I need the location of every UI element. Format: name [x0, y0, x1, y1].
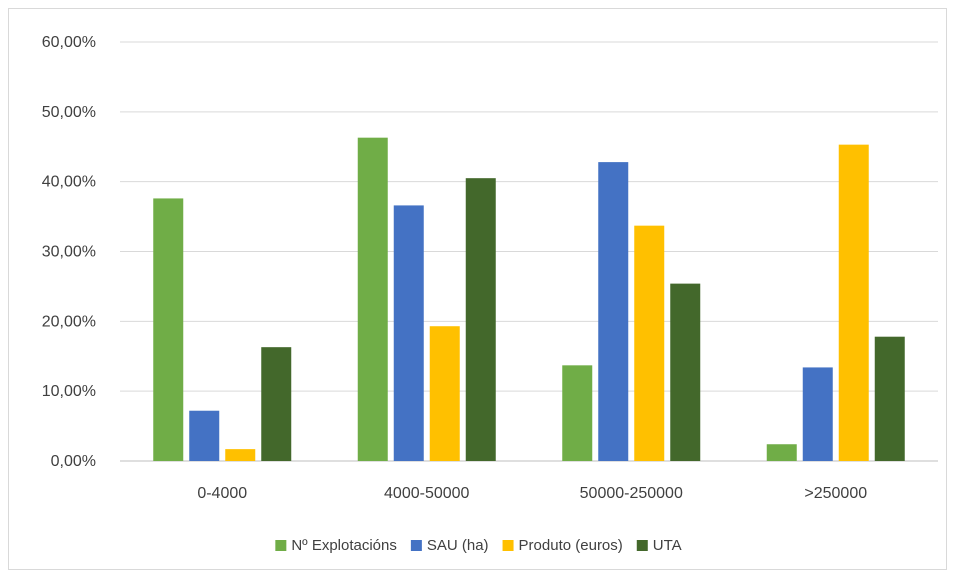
x-axis: 0-4000 4000-50000 50000-250000 >250000	[197, 485, 867, 502]
bar	[189, 410, 220, 461]
legend-label: Produto (euros)	[519, 537, 623, 554]
x-tick-label: 4000-50000	[384, 485, 470, 502]
bar	[802, 367, 833, 461]
legend-swatch	[502, 540, 514, 551]
bar	[634, 225, 665, 461]
y-axis: 0,00% 10,00% 20,00% 30,00% 40,00% 50,00% 60,00…	[42, 34, 96, 470]
legend-swatch	[410, 540, 422, 551]
legend-swatch	[636, 540, 648, 551]
bar	[357, 137, 388, 461]
legend-item: UTA	[636, 537, 682, 554]
x-tick-label: 50000-250000	[580, 485, 683, 502]
bar	[393, 205, 424, 461]
y-tick-label: 50,00%	[42, 104, 96, 121]
y-tick-label: 40,00%	[42, 174, 96, 191]
bar	[153, 198, 184, 461]
legend: Nº Explotacións SAU (ha) Produto (euros) UT…	[275, 537, 682, 554]
legend-item: SAU (ha)	[410, 537, 489, 554]
bar	[562, 365, 593, 461]
y-tick-label: 0,00%	[51, 453, 96, 470]
y-tick-label: 10,00%	[42, 383, 96, 400]
legend-label: UTA	[653, 537, 682, 554]
bar	[261, 347, 292, 461]
bar	[598, 162, 629, 461]
legend-swatch	[275, 540, 287, 551]
bar	[838, 144, 869, 461]
chart-frame: 0,00% 10,00% 20,00% 30,00% 40,00% 50,00% 60,00…	[8, 8, 947, 570]
bar-chart: 0,00% 10,00% 20,00% 30,00% 40,00% 50,00% 60,00…	[42, 34, 938, 554]
bar	[465, 178, 496, 462]
bar	[766, 444, 797, 461]
bar	[670, 283, 701, 461]
bar	[225, 449, 256, 461]
bars	[153, 137, 905, 462]
legend-label: SAU (ha)	[427, 537, 489, 554]
bar	[874, 336, 905, 461]
x-tick-label: >250000	[804, 485, 867, 502]
y-tick-label: 30,00%	[42, 244, 96, 261]
legend-item: Nº Explotacións	[275, 537, 397, 554]
legend-label: Nº Explotacións	[291, 537, 397, 554]
y-tick-label: 60,00%	[42, 34, 96, 51]
gridlines	[120, 41, 938, 462]
x-tick-label: 0-4000	[197, 485, 247, 502]
legend-item: Produto (euros)	[502, 537, 623, 554]
bar	[429, 326, 460, 461]
y-tick-label: 20,00%	[42, 313, 96, 330]
